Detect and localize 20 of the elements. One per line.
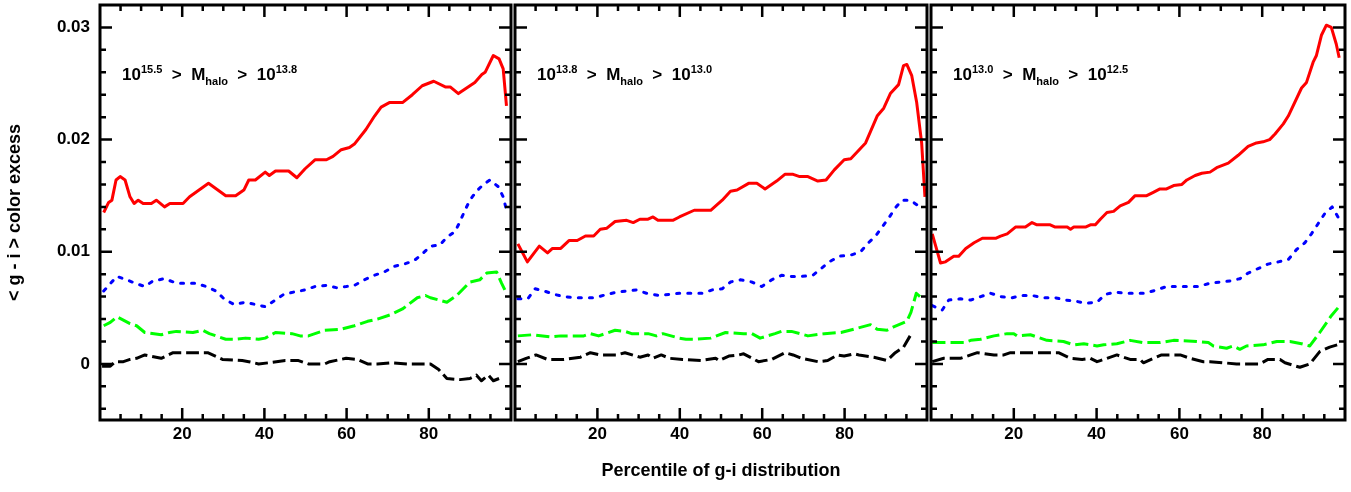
x-tick-label: 20 — [172, 423, 192, 443]
x-tick-label: 40 — [254, 423, 274, 443]
x-tick-label: 20 — [1004, 423, 1024, 443]
y-tick-label: 0.02 — [56, 129, 90, 149]
y-tick-label: 0.01 — [56, 241, 90, 261]
x-tick-label: 60 — [337, 423, 357, 443]
x-tick-label: 20 — [587, 423, 607, 443]
x-tick-label: 80 — [835, 423, 855, 443]
y-tick-label: 0 — [80, 353, 90, 373]
line-series — [102, 270, 507, 341]
y-tick-label: 0.03 — [56, 17, 90, 37]
x-axis-title: Percentile of g-i distribution — [601, 460, 841, 481]
x-tick-label: 80 — [1252, 423, 1272, 443]
x-tick-label: 40 — [1087, 423, 1107, 443]
x-tick-label: 60 — [1169, 423, 1189, 443]
x-tick-label: 40 — [670, 423, 690, 443]
x-tick-label: 80 — [419, 423, 439, 443]
x-tick-label: 60 — [752, 423, 772, 443]
y-axis-title: < g - i > color excess — [3, 123, 24, 302]
line-series — [102, 178, 508, 309]
